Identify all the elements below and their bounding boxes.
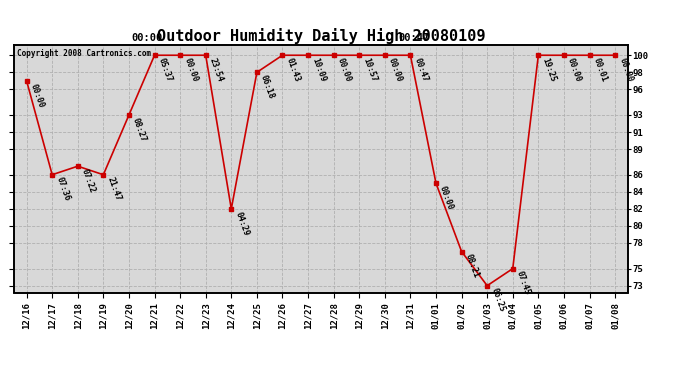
Text: 08:27: 08:27	[131, 116, 148, 143]
Text: 06:25: 06:25	[489, 287, 506, 314]
Text: Copyright 2008 Cartronics.com: Copyright 2008 Cartronics.com	[17, 49, 151, 58]
Text: 01:43: 01:43	[284, 57, 302, 83]
Text: 07:45: 07:45	[515, 270, 532, 297]
Title: Outdoor Humidity Daily High 20080109: Outdoor Humidity Daily High 20080109	[157, 28, 485, 44]
Text: 21:47: 21:47	[106, 176, 122, 203]
Text: 00:00: 00:00	[336, 57, 353, 83]
Text: 08:21: 08:21	[464, 253, 481, 279]
Text: 00:00: 00:00	[132, 33, 163, 42]
Text: 07:36: 07:36	[55, 176, 71, 203]
Text: 00:00: 00:00	[387, 57, 404, 83]
Text: 07:22: 07:22	[80, 168, 97, 194]
Text: 10:57: 10:57	[362, 57, 378, 83]
Text: 00:47: 00:47	[413, 57, 429, 83]
Text: 00:01: 00:01	[591, 57, 609, 83]
Text: 05:37: 05:37	[157, 57, 174, 83]
Text: 00:47: 00:47	[399, 33, 430, 42]
Text: 10:09: 10:09	[310, 57, 327, 83]
Text: 06:18: 06:18	[259, 74, 276, 100]
Text: 23:54: 23:54	[208, 57, 225, 83]
Text: 00:00: 00:00	[182, 57, 199, 83]
Text: 00:00: 00:00	[566, 57, 583, 83]
Text: 00:00: 00:00	[438, 184, 455, 211]
Text: 00:00: 00:00	[617, 57, 634, 83]
Text: 19:25: 19:25	[540, 57, 558, 83]
Text: 04:29: 04:29	[233, 210, 250, 237]
Text: 00:00: 00:00	[29, 82, 46, 109]
